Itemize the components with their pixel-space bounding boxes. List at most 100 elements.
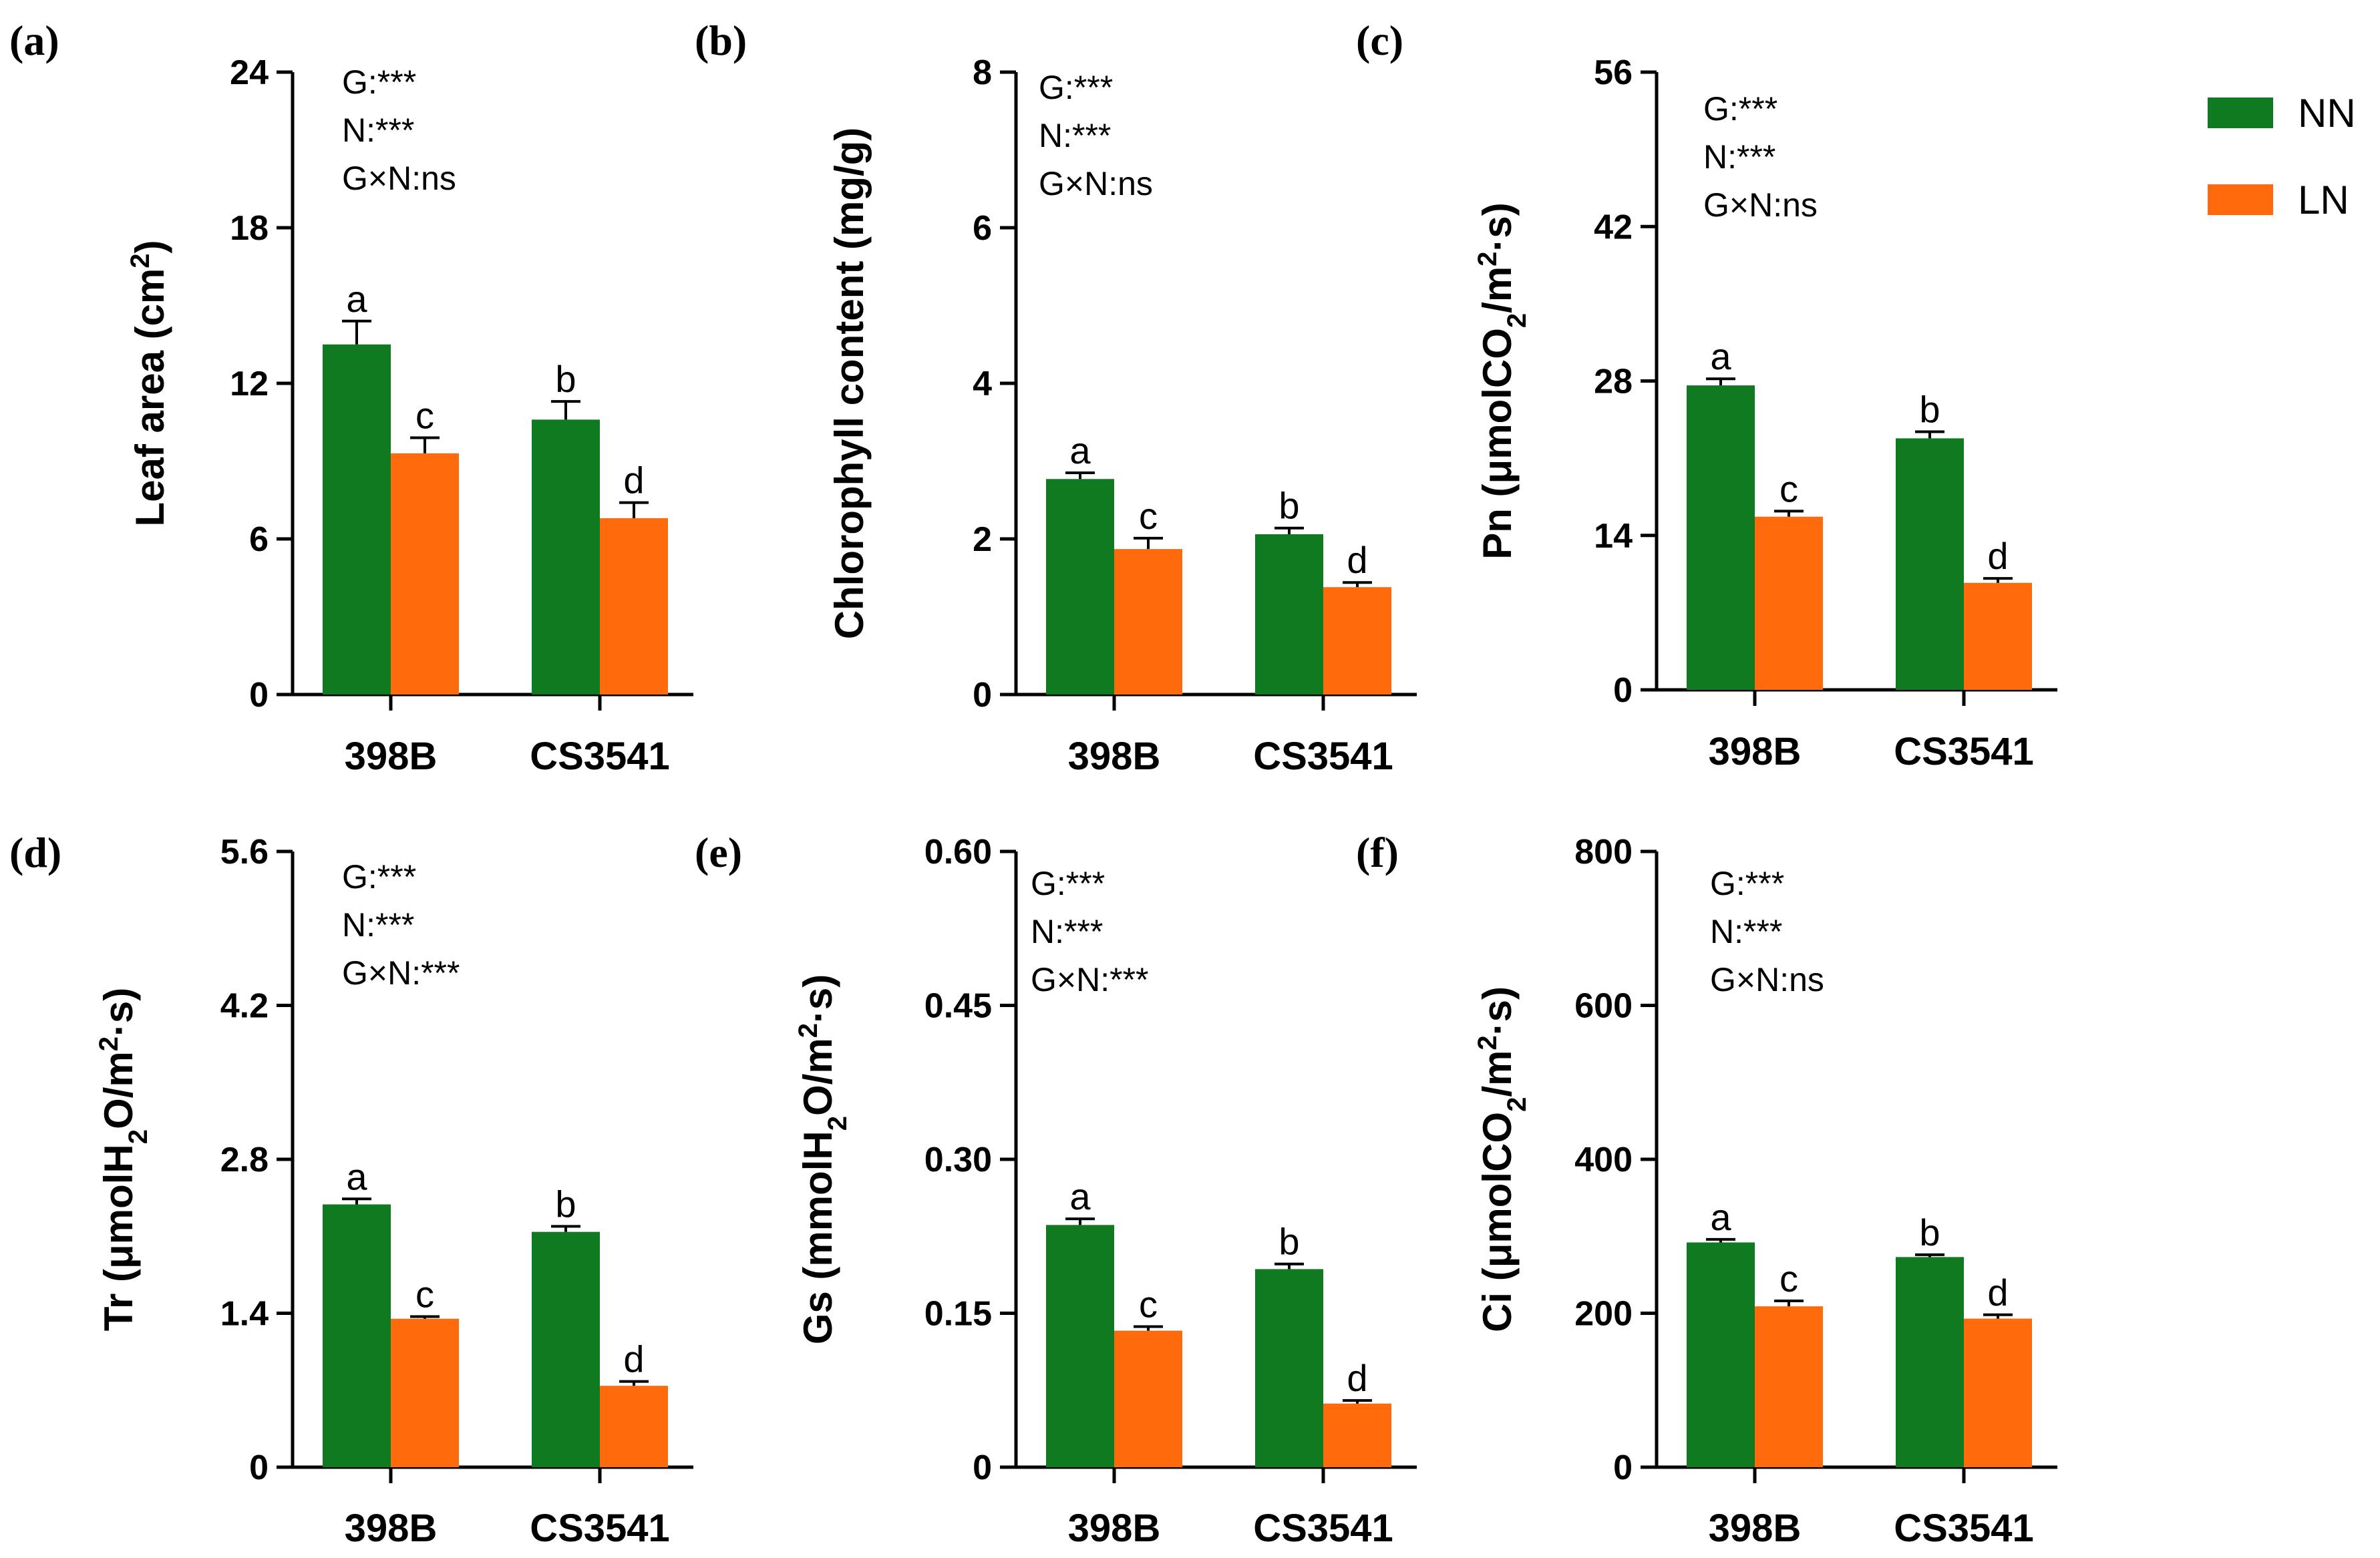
bar-nn-398b xyxy=(323,1204,391,1467)
stat-annotation: N:*** xyxy=(1703,138,1775,176)
y-tick-label: 200 xyxy=(1574,1295,1633,1334)
legend-swatch-ln xyxy=(2208,184,2273,215)
y-tick-label: 2.8 xyxy=(220,1141,269,1179)
bar-nn-cs3541 xyxy=(1896,1257,1964,1467)
significance-letter: a xyxy=(346,1155,367,1197)
chart-panel-2: (b) 0 2 4 6 8 Chlorophyll content (mg/g) a c 398B… xyxy=(695,17,1417,778)
stat-annotation: G×N:ns xyxy=(342,160,456,197)
stat-annotation: G×N:*** xyxy=(342,954,460,992)
y-tick-label: 1.4 xyxy=(220,1295,269,1334)
stat-annotation: N:*** xyxy=(1039,117,1111,154)
x-tick-label: 398B xyxy=(1709,730,1802,773)
significance-letter: a xyxy=(1710,335,1731,377)
significance-letter: c xyxy=(1139,495,1158,537)
x-tick-label: CS3541 xyxy=(530,735,670,778)
panel-label: (f) xyxy=(1356,829,1399,876)
y-tick-label: 18 xyxy=(230,209,269,248)
bar-ln-cs3541 xyxy=(1964,1318,2032,1467)
panel-label: (e) xyxy=(695,829,742,876)
stat-annotation: G:*** xyxy=(1703,90,1777,128)
x-tick-label: CS3541 xyxy=(530,1507,670,1550)
y-tick-label: 56 xyxy=(1594,53,1633,92)
y-axis-title: Ci (μmolCO2/m2·s) xyxy=(1473,986,1532,1332)
legend: NN LN xyxy=(2208,91,2356,222)
significance-letter: b xyxy=(1279,1221,1299,1263)
stat-annotation: N:*** xyxy=(342,906,414,944)
y-tick-label: 5.6 xyxy=(220,833,269,871)
significance-letter: c xyxy=(415,395,434,437)
significance-letter: c xyxy=(1779,467,1798,510)
significance-letter: a xyxy=(1710,1196,1731,1238)
bar-nn-398b xyxy=(323,344,391,695)
panel-label: (a) xyxy=(9,17,59,64)
bar-ln-cs3541 xyxy=(1323,587,1391,695)
bar-ln-cs3541 xyxy=(600,1386,668,1467)
x-tick-label: CS3541 xyxy=(1253,1507,1393,1550)
bar-nn-cs3541 xyxy=(1255,1269,1323,1467)
significance-letter: d xyxy=(1987,535,2008,577)
bar-nn-cs3541 xyxy=(1255,534,1323,695)
legend-label-ln: LN xyxy=(2298,178,2349,222)
legend-swatch-nn xyxy=(2208,98,2273,128)
significance-letter: a xyxy=(1069,1175,1091,1217)
stat-annotation: G×N:ns xyxy=(1710,961,1824,998)
y-tick-label: 600 xyxy=(1574,987,1633,1026)
significance-letter: d xyxy=(1347,1357,1367,1399)
stat-annotation: G:*** xyxy=(342,63,416,101)
bar-nn-398b xyxy=(1687,385,1755,690)
bar-ln-398b xyxy=(1114,549,1182,695)
x-tick-label: CS3541 xyxy=(1894,1507,2034,1550)
y-tick-label: 800 xyxy=(1574,833,1633,871)
y-tick-label: 4.2 xyxy=(220,987,269,1026)
y-tick-label: 0.30 xyxy=(924,1141,992,1179)
significance-letter: a xyxy=(346,278,367,320)
y-tick-label: 28 xyxy=(1594,363,1633,401)
y-tick-label: 0.60 xyxy=(924,833,992,871)
bar-ln-398b xyxy=(391,453,459,695)
bar-nn-cs3541 xyxy=(1896,438,1964,690)
stat-annotation: G:*** xyxy=(1039,69,1113,106)
y-tick-label: 0 xyxy=(249,1448,269,1487)
x-tick-label: CS3541 xyxy=(1253,735,1393,778)
bar-ln-cs3541 xyxy=(600,518,668,695)
y-tick-label: 400 xyxy=(1574,1141,1633,1179)
y-tick-label: 8 xyxy=(973,53,992,92)
stat-annotation: G:*** xyxy=(342,858,416,896)
panel-label: (b) xyxy=(695,17,747,64)
y-tick-label: 0 xyxy=(249,676,269,715)
chart-panel-3: (c) 0 14 28 42 56 Pn (μmolCO2/m2·s) a c 398B b d CS3… xyxy=(1356,17,2057,773)
significance-letter: d xyxy=(1987,1272,2008,1314)
bar-nn-398b xyxy=(1687,1242,1755,1467)
bar-nn-398b xyxy=(1046,1225,1114,1467)
y-tick-label: 0 xyxy=(973,1448,992,1487)
x-tick-label: 398B xyxy=(345,735,438,778)
chart-panel-5: (e) 0 0.15 0.30 0.45 0.60 Gs (mmolH2O/m2·s) a c 3… xyxy=(695,829,1417,1550)
significance-letter: d xyxy=(623,459,644,502)
significance-letter: d xyxy=(1347,539,1367,581)
stat-annotation: N:*** xyxy=(342,112,414,149)
stat-annotation: G×N:ns xyxy=(1703,186,1818,224)
panel-label: (c) xyxy=(1356,17,1403,64)
y-tick-label: 12 xyxy=(230,365,269,403)
y-tick-label: 0.45 xyxy=(924,987,992,1026)
x-tick-label: 398B xyxy=(1709,1507,1802,1550)
chart-panel-4: (d) 0 1.4 2.8 4.2 5.6 Tr (μmolH2O/m2·s) a c 398B b… xyxy=(9,829,693,1550)
chart-panel-6: (f) 0 200 400 600 800 Ci (μmolCO2/m2·s) a c 398B b… xyxy=(1356,829,2057,1550)
y-tick-label: 14 xyxy=(1594,517,1633,556)
stat-annotation: N:*** xyxy=(1031,913,1103,950)
y-tick-label: 6 xyxy=(973,209,992,248)
significance-letter: c xyxy=(1779,1257,1798,1300)
bar-ln-398b xyxy=(1114,1330,1182,1467)
y-axis-title: Tr (μmolH2O/m2·s) xyxy=(94,988,153,1332)
bar-ln-398b xyxy=(1755,516,1823,690)
y-tick-label: 0 xyxy=(1613,1448,1633,1487)
legend-label-nn: NN xyxy=(2298,91,2356,136)
y-tick-label: 0.15 xyxy=(924,1295,992,1334)
y-axis-title: Pn (μmolCO2/m2·s) xyxy=(1473,202,1532,560)
y-tick-label: 0 xyxy=(973,676,992,715)
bar-nn-398b xyxy=(1046,479,1114,695)
significance-letter: b xyxy=(1919,388,1940,430)
y-tick-label: 42 xyxy=(1594,208,1633,246)
bar-ln-cs3541 xyxy=(1964,582,2032,690)
